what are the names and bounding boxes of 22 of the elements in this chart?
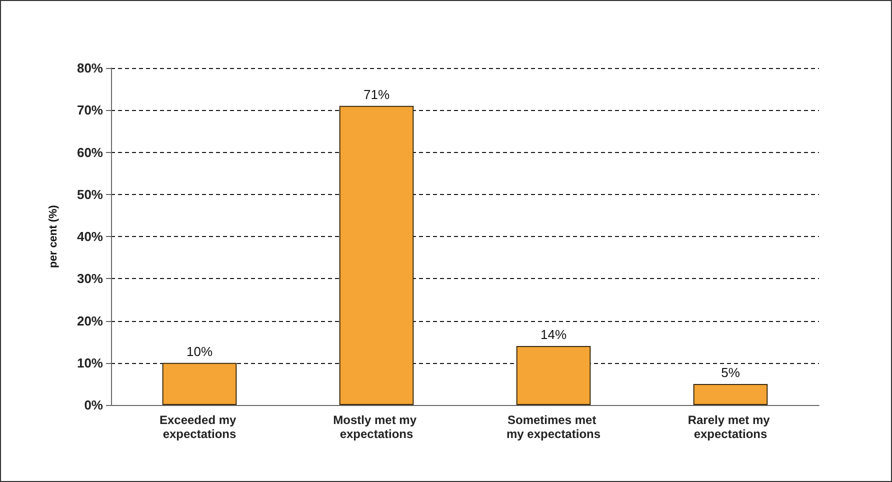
y-tick-label: 20% bbox=[76, 313, 104, 328]
y-tick-label: 50% bbox=[76, 186, 104, 202]
x-tick-label: Sometimes met my expectations bbox=[506, 413, 601, 441]
x-tick-label: Exceeded my expectations bbox=[159, 413, 240, 441]
y-tick-label: 10% bbox=[76, 355, 104, 370]
y-tick-label: 40% bbox=[76, 229, 104, 244]
data-label: 10% bbox=[186, 344, 213, 359]
bar bbox=[339, 106, 414, 405]
y-tick-label: 80% bbox=[76, 60, 104, 76]
data-label: 14% bbox=[540, 327, 567, 342]
data-label: 71% bbox=[363, 86, 390, 102]
x-tick-label: Mostly met my expectations bbox=[333, 413, 420, 441]
y-tick-label: 60% bbox=[76, 144, 104, 160]
y-axis-title: per cent (%) bbox=[48, 204, 60, 268]
data-label: 5% bbox=[721, 364, 740, 380]
bar bbox=[516, 346, 591, 405]
x-tick-label: Rarely met my expectations bbox=[688, 413, 774, 441]
bar bbox=[693, 384, 768, 405]
bar bbox=[162, 362, 237, 405]
y-tick-label: 0% bbox=[84, 398, 104, 412]
y-tick-label: 70% bbox=[76, 102, 104, 118]
y-tick-label: 30% bbox=[76, 271, 104, 286]
